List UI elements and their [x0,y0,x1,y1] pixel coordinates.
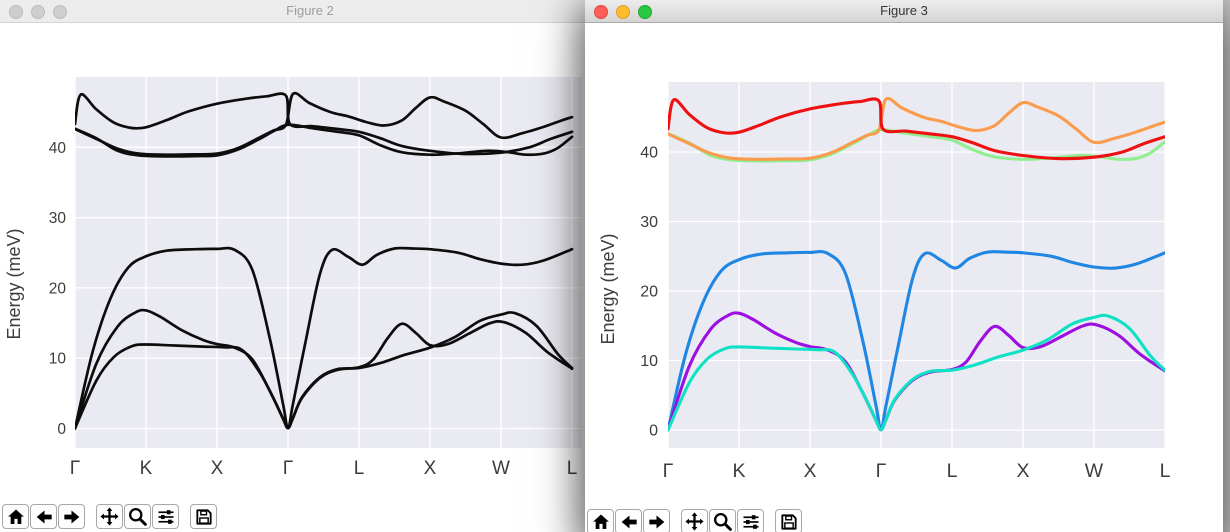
x-tick-label: L [354,458,365,479]
forward-button[interactable] [643,509,670,532]
figure-canvas[interactable]: 0 10 20 30 40 Γ K X Γ L X W L Energy (meV) [585,22,1223,532]
pan-button[interactable] [681,509,708,532]
back-button[interactable] [30,504,57,529]
close-button[interactable] [9,5,23,19]
x-tick-label: L [1160,460,1171,482]
band-curves [75,91,574,430]
pan-button[interactable] [96,504,123,529]
x-tick-label: Γ [283,458,293,479]
band-la [75,246,574,430]
band-ta1 [668,313,1165,432]
plot-area [75,77,582,448]
x-tick-label: X [211,458,224,479]
x-tick-label: W [1085,460,1104,482]
x-tick-label: Γ [663,460,674,482]
band-curves [668,96,1165,432]
x-tick-label: X [803,460,816,482]
x-tick-label: Γ [876,460,887,482]
x-tick-label: X [1016,460,1029,482]
home-button[interactable] [2,504,29,529]
window-title: Figure 2 [286,3,334,18]
y-axis-label: Energy (meV) [598,233,618,344]
x-tick-label: X [424,458,437,479]
back-button[interactable] [615,509,642,532]
save-button[interactable] [190,504,217,529]
y-tick-label: 30 [640,214,658,231]
y-tick-label: 0 [57,421,66,438]
window-title: Figure 3 [880,3,928,18]
y-tick-label: 10 [49,351,67,368]
home-button[interactable] [587,509,614,532]
figure-canvas[interactable]: 0 10 20 30 40 Γ K X Γ L X W L Energy (meV) [0,22,620,532]
band-ta1 [75,311,574,430]
y-axis-label: Energy (meV) [4,228,24,339]
x-tick-label: L [567,458,578,479]
band-la [668,250,1165,432]
titlebar-figure-2[interactable]: Figure 2 [0,0,620,23]
y-tick-label: 30 [49,210,67,227]
y-tick-label: 0 [649,423,658,440]
band-lo [75,92,574,156]
zoom-to-rect-button[interactable] [709,509,736,532]
nav-toolbar [2,504,218,529]
x-tick-label: Γ [70,458,80,479]
y-tick-label: 20 [640,284,658,301]
close-button[interactable] [594,5,608,19]
y-tick-label: 20 [49,280,67,297]
x-tick-label: W [492,458,510,479]
configure-subplots-button[interactable] [737,509,764,532]
titlebar-figure-3[interactable]: Figure 3 [585,0,1223,23]
zoom-to-rect-button[interactable] [124,504,151,529]
x-tick-label: K [732,460,745,482]
y-tick-label: 40 [640,145,658,162]
minimize-button[interactable] [616,5,630,19]
window-figure-3[interactable]: Figure 3 0 10 20 30 40 Γ K X Γ L X W L Energy (meV) [585,0,1223,532]
x-tick-label: K [140,458,153,479]
band-to2 [668,96,1165,161]
save-button[interactable] [775,509,802,532]
window-figure-2[interactable]: Figure 2 0 10 20 30 40 Γ K X Γ L X W L Energy (meV) [0,0,620,532]
forward-button[interactable] [58,504,85,529]
y-tick-label: 10 [640,353,658,370]
configure-subplots-button[interactable] [152,504,179,529]
minimize-button[interactable] [31,5,45,19]
band-to2 [75,91,574,157]
y-tick-label: 40 [49,140,67,157]
zoom-button[interactable] [53,5,67,19]
traffic-lights [9,5,67,19]
band-lo [668,97,1165,161]
traffic-lights [594,5,652,19]
x-tick-label: L [947,460,958,482]
zoom-button[interactable] [638,5,652,19]
nav-toolbar [587,509,803,532]
